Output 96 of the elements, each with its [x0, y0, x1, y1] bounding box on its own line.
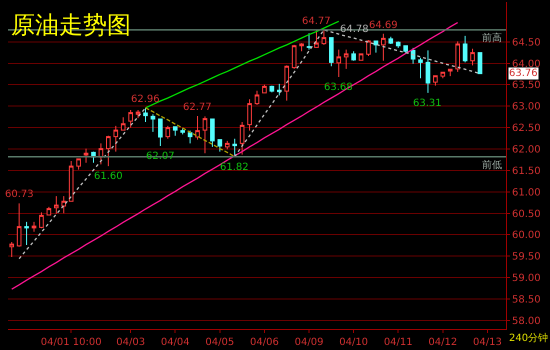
- y-tick-label: 59.00: [512, 273, 541, 284]
- candlestick: [24, 221, 29, 246]
- candlestick: [16, 202, 22, 248]
- candlestick: [188, 130, 192, 144]
- candlestick: [84, 148, 88, 164]
- x-tick-label: 04/12: [428, 337, 458, 348]
- annotation: 62.77: [183, 102, 212, 113]
- candlestick: [76, 158, 81, 170]
- x-tick-label: 04/09: [294, 337, 324, 348]
- candlestick: [128, 110, 133, 128]
- candlestick: [202, 116, 208, 154]
- ref-line-label: 前低: [482, 159, 502, 171]
- candlestick: [172, 126, 178, 136]
- candlestick: [32, 221, 36, 232]
- annotation: 64.77: [302, 16, 331, 27]
- candlestick: [344, 49, 349, 70]
- candlestick: [106, 135, 111, 167]
- candlestick: [120, 116, 126, 132]
- candlestick: [46, 206, 52, 216]
- x-tick-label: 04/13: [473, 337, 502, 348]
- y-tick-label: 58.50: [512, 294, 541, 306]
- chart-title: 原油走势图: [11, 10, 131, 39]
- candlestick: [440, 71, 446, 79]
- candlestick: [374, 40, 378, 54]
- annotation: 64.69: [369, 20, 398, 31]
- candlestick: [240, 122, 244, 156]
- candlestick: [470, 48, 475, 66]
- candlestick: [136, 110, 140, 119]
- candlestick: [351, 50, 356, 62]
- x-tick-label: 04/03: [116, 337, 146, 348]
- y-tick-label: 62.50: [512, 123, 541, 134]
- candlestick: [433, 74, 438, 86]
- candlestick: [68, 160, 74, 202]
- candlestick: [232, 138, 238, 158]
- candlestick: [61, 196, 66, 214]
- y-tick-label: 63.50: [512, 80, 541, 92]
- candlestick: [462, 35, 468, 63]
- candlestick: [224, 140, 230, 150]
- y-tick-label: 59.50: [512, 252, 541, 263]
- annotation: 61.60: [94, 171, 123, 182]
- candlestick: [329, 37, 334, 67]
- candlestick: [247, 98, 252, 132]
- text: 240分钟: [509, 332, 548, 344]
- candlestick: [195, 116, 200, 140]
- y-tick-label: 63.00: [512, 102, 541, 113]
- x-tick-label: 04/06: [250, 337, 279, 348]
- y-tick-label: 60.00: [512, 230, 541, 242]
- candlestick: [418, 57, 423, 79]
- candlestick: [388, 36, 394, 44]
- candlestick: [210, 118, 215, 148]
- annotation: 60.73: [5, 189, 34, 200]
- y-tick-label: 62.00: [512, 144, 541, 156]
- candlestick: [314, 30, 319, 48]
- y-tick-label: 58.00: [512, 316, 541, 327]
- candlestick: [270, 85, 274, 93]
- candlestick: [150, 114, 156, 132]
- candlestick: [254, 90, 260, 106]
- candlestick: [180, 128, 185, 135]
- annotation: 62.96: [131, 94, 160, 105]
- candlestick: [39, 212, 44, 229]
- x-tick-label: 04/10: [339, 337, 368, 348]
- candlestick: [276, 83, 282, 96]
- x-tick-label: 04/11: [384, 337, 413, 348]
- candlestick: [292, 44, 296, 70]
- x-tick-label: 04/05: [205, 337, 234, 348]
- y-tick-label: 64.00: [512, 58, 541, 70]
- candlestick: [218, 139, 222, 152]
- candlestick: [358, 53, 364, 62]
- candlestick: [426, 50, 430, 94]
- ref-line-label: 前高: [482, 32, 502, 44]
- x-tick-label: 04/04: [160, 337, 190, 348]
- candlestick: [165, 125, 170, 140]
- candlestick: [366, 40, 371, 56]
- x-tick-label: 04/01 10:00: [40, 337, 102, 348]
- candlestick: [396, 40, 401, 48]
- candlestick: [299, 42, 304, 52]
- candlestick: [9, 242, 14, 258]
- candlestick: [448, 68, 453, 77]
- candlestick: [306, 32, 312, 50]
- y-tick-label: 64.50: [512, 37, 541, 48]
- y-tick-label: 61.00: [512, 187, 541, 198]
- y-tick-label: 60.50: [512, 208, 541, 220]
- candlestick: [54, 196, 59, 214]
- candlestick: [284, 64, 290, 102]
- candlestick: [381, 33, 386, 62]
- y-tick-label: 61.50: [512, 166, 541, 177]
- candlestick: [143, 107, 148, 122]
- candlestick: [336, 49, 342, 78]
- candlestick: [455, 40, 460, 72]
- candlestick: [403, 45, 408, 54]
- candlestick: [113, 125, 118, 152]
- candlestick: [158, 118, 163, 146]
- candlestick: [322, 29, 326, 46]
- candlestick: [262, 84, 267, 94]
- candlestick: [478, 52, 482, 74]
- annotation: 63.76: [509, 68, 538, 79]
